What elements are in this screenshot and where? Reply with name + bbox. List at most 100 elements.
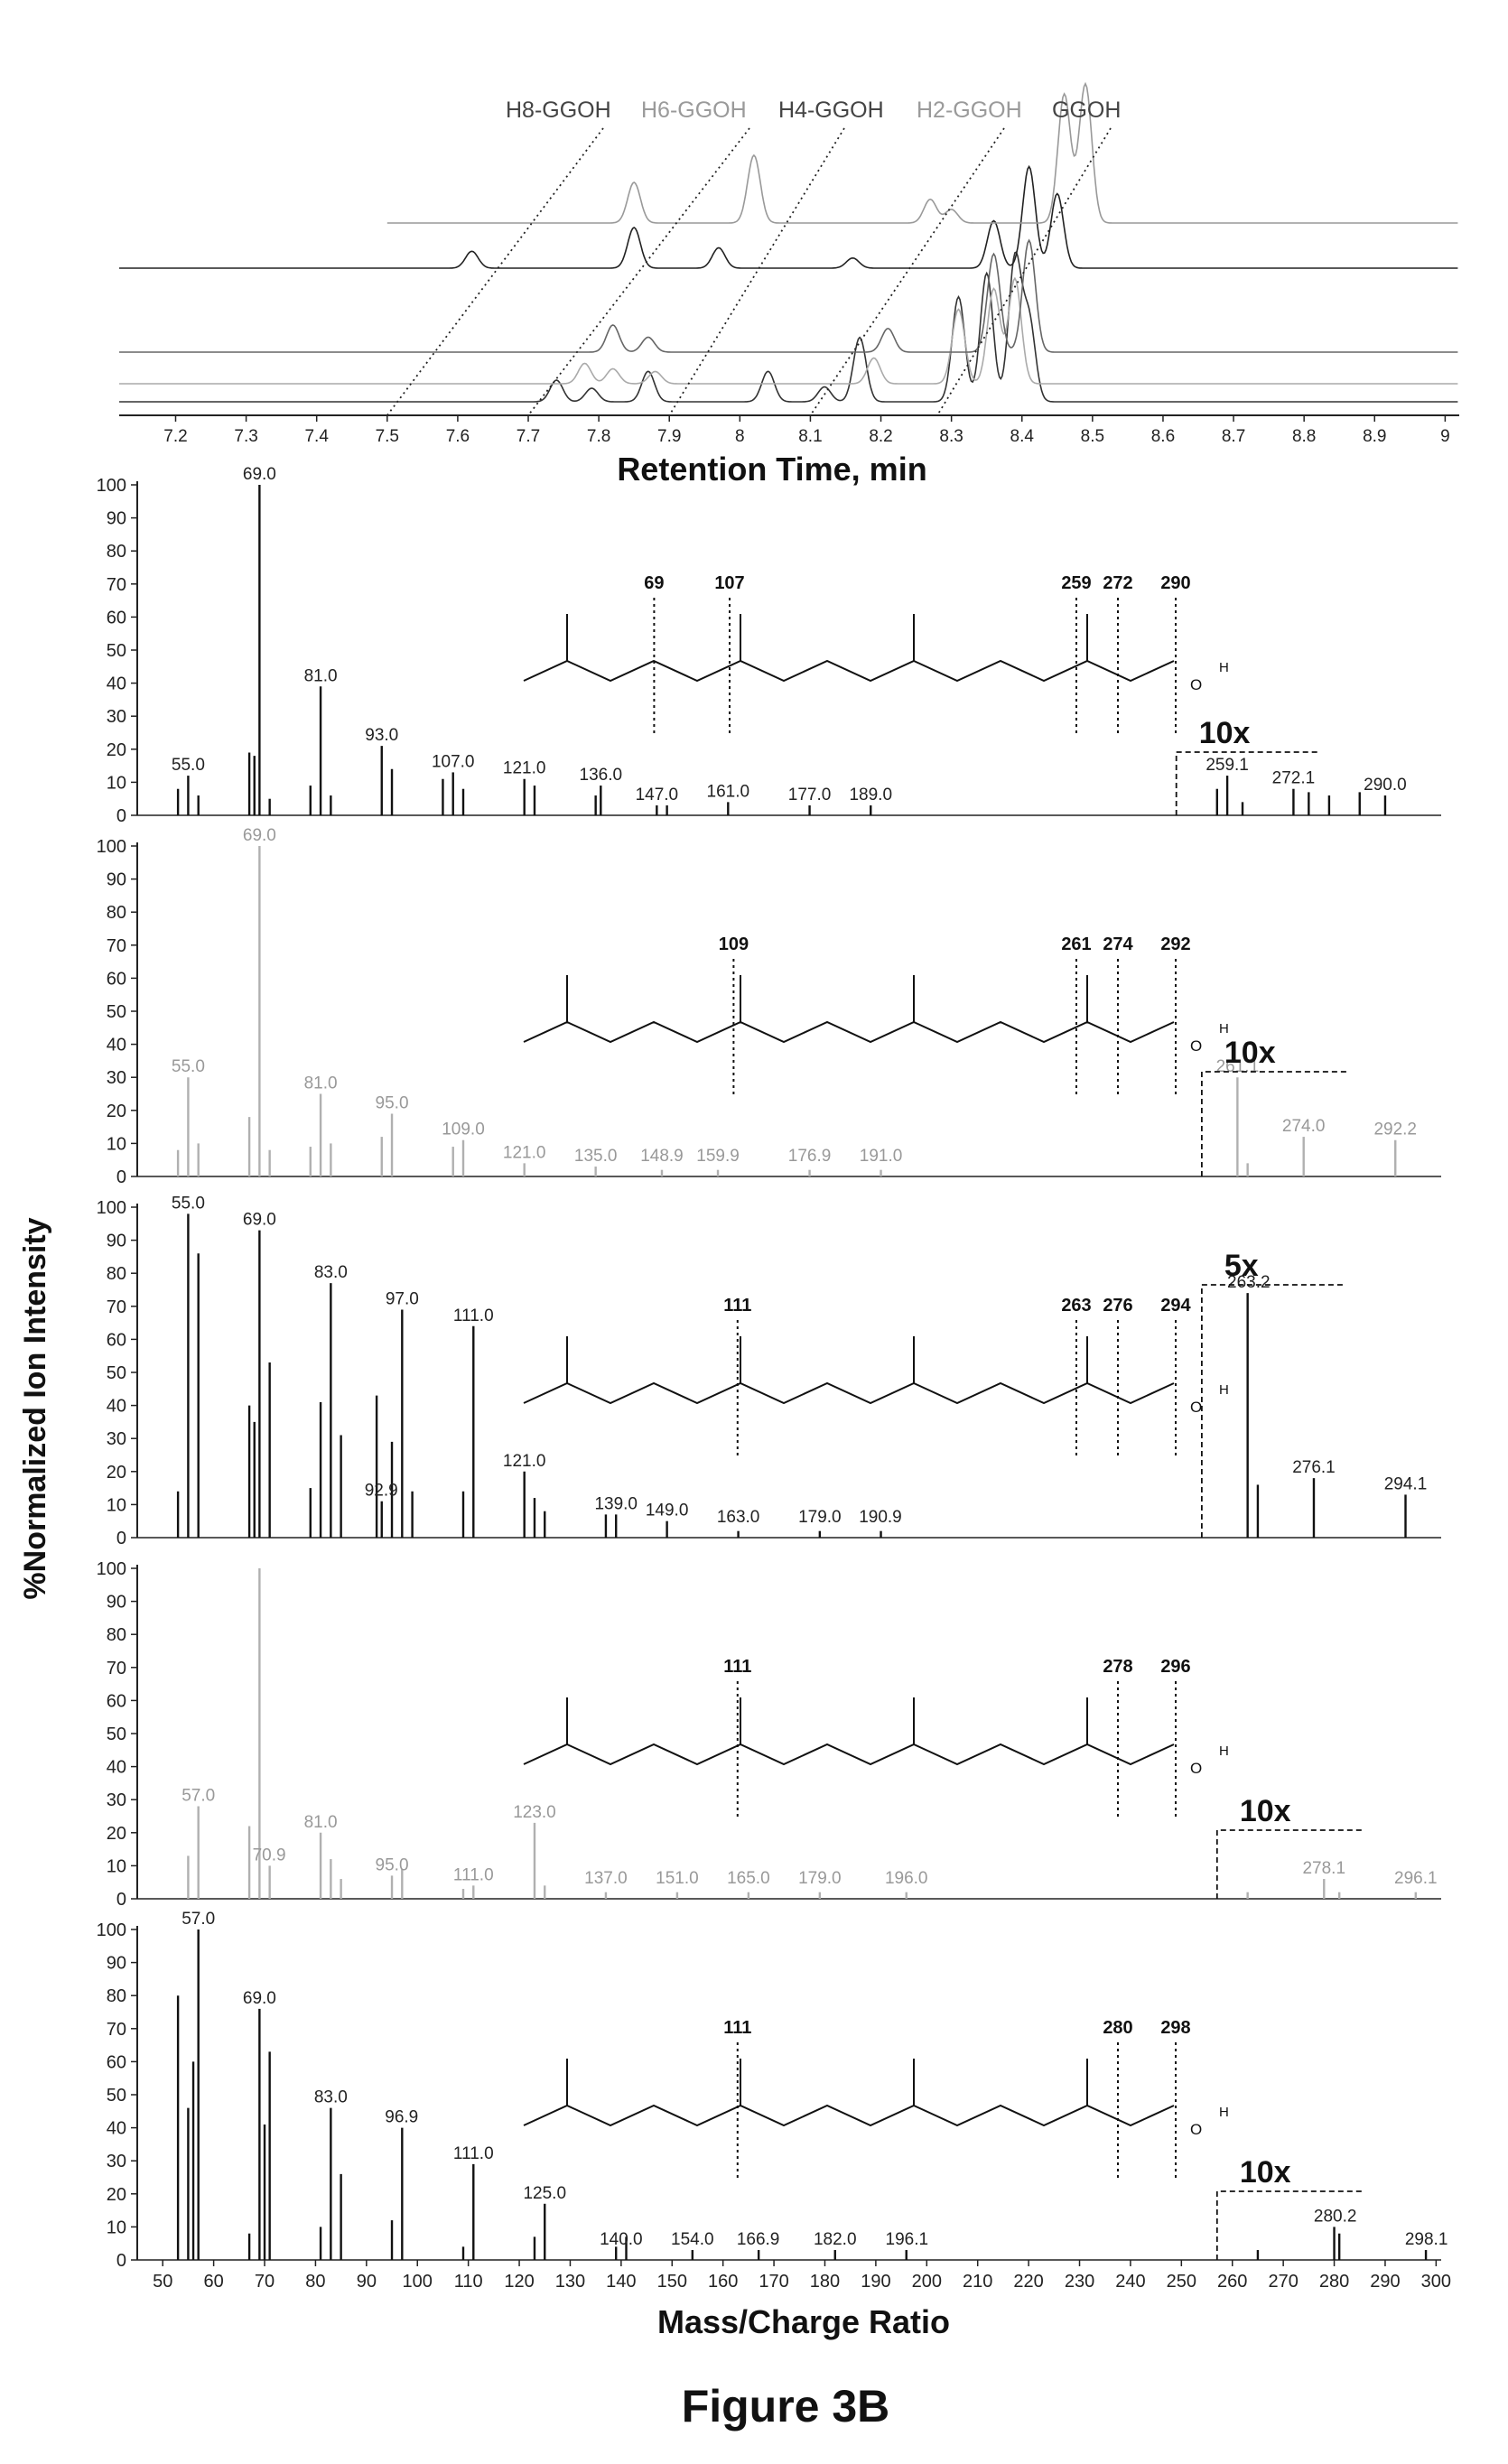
peak-label: 83.0 <box>314 1263 348 1282</box>
intensity-tick-label: 40 <box>107 1036 126 1055</box>
spectrum-panel: 0 10 20 30 40 50 60 70 80 90 100 55.0 69.0 81.0 95.0 10… <box>97 826 1441 1187</box>
intensity-tick-label: 0 <box>116 1529 126 1548</box>
intensity-tick-label: 80 <box>107 542 126 562</box>
spectrum-panel: 0 10 20 30 40 50 60 70 80 90 100 57.0 70.9 81.0 95.0 11… <box>97 1559 1441 1910</box>
cleavage-mass-label: 111 <box>723 2018 751 2038</box>
intensity-axis-label: %Normalized Ion Intensity <box>18 1217 52 1599</box>
mz-tick-label: 50 <box>153 2272 172 2292</box>
peak-label: 189.0 <box>849 786 892 804</box>
mz-tick-label: 110 <box>454 2272 483 2292</box>
peak-label: 69.0 <box>243 1211 276 1230</box>
intensity-tick-label: 20 <box>107 740 126 760</box>
mz-tick-label: 250 <box>1167 2272 1196 2292</box>
intensity-tick-label: 100 <box>97 476 126 496</box>
peak-label: 81.0 <box>304 1813 338 1832</box>
intensity-tick-label: 30 <box>107 1790 126 1810</box>
mz-tick-label: 190 <box>861 2272 890 2292</box>
spectrum-panel: 0 10 20 30 40 50 60 70 80 90 100 57.0 69.0 83.0 96.9 11… <box>97 1910 1448 2271</box>
retention-tick-label: 8.5 <box>1081 427 1104 446</box>
mz-tick-label: 230 <box>1065 2272 1094 2292</box>
retention-tick-label: 8.4 <box>1010 427 1035 446</box>
chromatogram-trace <box>119 164 1458 269</box>
intensity-tick-label: 20 <box>107 1824 126 1844</box>
retention-tick-label: 8.6 <box>1151 427 1175 446</box>
mz-axis-label: Mass/Charge Ratio <box>657 2303 950 2340</box>
mz-tick-label: 90 <box>357 2272 377 2292</box>
peak-label: 280.2 <box>1314 2207 1357 2226</box>
hydrogen-atom: H <box>1219 2105 1229 2120</box>
carbon-chain <box>523 2104 1175 2127</box>
oxygen-atom: O <box>1190 676 1202 693</box>
intensity-tick-label: 90 <box>107 1232 126 1251</box>
intensity-tick-label: 100 <box>97 837 126 857</box>
peak-label: 69.0 <box>243 826 276 845</box>
intensity-tick-label: 80 <box>107 1986 126 2006</box>
cleavage-mass-label: 111 <box>723 1657 751 1677</box>
mz-tick-label: 150 <box>657 2272 687 2292</box>
peak-label: 196.0 <box>885 1869 928 1888</box>
compound-guide-line <box>527 127 750 416</box>
peak-label: 154.0 <box>671 2230 714 2249</box>
intensity-tick-label: 10 <box>107 2218 126 2237</box>
scale-bracket <box>1200 1071 1346 1176</box>
chromatogram-trace <box>119 238 1458 353</box>
peak-label: 161.0 <box>707 782 750 801</box>
retention-tick-label: 7.7 <box>517 427 540 446</box>
intensity-tick-label: 70 <box>107 575 126 595</box>
cleavage-mass-label: 292 <box>1160 934 1190 954</box>
intensity-tick-label: 100 <box>97 1559 126 1579</box>
molecule-structure: O H 69 107 259 272 290 <box>523 573 1229 733</box>
intensity-tick-label: 60 <box>107 1330 126 1350</box>
mz-tick-label: 290 <box>1370 2272 1400 2292</box>
mz-tick-label: 220 <box>1013 2272 1043 2292</box>
peak-label: 263.2 <box>1227 1273 1271 1292</box>
intensity-tick-label: 70 <box>107 1297 126 1317</box>
mz-tick-label: 270 <box>1268 2272 1298 2292</box>
cleavage-mass-label: 294 <box>1160 1296 1191 1316</box>
oxygen-atom: O <box>1190 1760 1202 1777</box>
peak-label: 121.0 <box>503 1143 546 1162</box>
retention-tick-label: 8.9 <box>1363 427 1386 446</box>
molecule-structure: O H 111 280 298 <box>523 2018 1229 2178</box>
cleavage-mass-label: 69 <box>644 573 664 593</box>
compound-label: H2-GGOH <box>917 98 1022 123</box>
intensity-tick-label: 90 <box>107 509 126 529</box>
intensity-tick-label: 60 <box>107 608 126 628</box>
spectrum-panel: 0 10 20 30 40 50 60 70 80 90 100 55.0 69.0 81.0 93.0 10… <box>97 465 1441 826</box>
peak-label: 95.0 <box>376 1855 409 1874</box>
retention-tick-label: 8.3 <box>939 427 963 446</box>
scale-bracket <box>1215 2190 1362 2260</box>
compound-label: H4-GGOH <box>778 98 884 123</box>
peak-label: 96.9 <box>385 2108 418 2127</box>
peak-label: 93.0 <box>365 726 398 745</box>
carbon-chain <box>523 1020 1175 1044</box>
compound-guide-line <box>809 127 1005 416</box>
compound-guide-line <box>386 127 604 416</box>
compound-label: H6-GGOH <box>641 98 747 123</box>
peak-label: 179.0 <box>798 1508 842 1527</box>
compound-label: H8-GGOH <box>506 98 611 123</box>
intensity-tick-label: 10 <box>107 773 126 793</box>
cleavage-mass-label: 259 <box>1061 573 1091 593</box>
intensity-tick-label: 0 <box>116 1890 126 1910</box>
mz-tick-label: 140 <box>606 2272 636 2292</box>
mz-tick-label: 200 <box>912 2272 942 2292</box>
intensity-tick-label: 80 <box>107 903 126 923</box>
scale-bracket <box>1200 1284 1346 1538</box>
mz-tick-label: 280 <box>1319 2272 1349 2292</box>
cleavage-mass-label: 274 <box>1103 934 1133 954</box>
mz-tick-label: 60 <box>203 2272 223 2292</box>
oxygen-atom: O <box>1190 1399 1202 1416</box>
peak-label: 83.0 <box>314 2088 348 2107</box>
peak-label: 292.2 <box>1373 1120 1417 1139</box>
scale-factor: 5x <box>1224 1249 1259 1283</box>
chromatogram-trace <box>119 251 1458 403</box>
peak-label: 69.0 <box>243 465 276 484</box>
retention-tick-label: 7.5 <box>376 427 399 446</box>
intensity-tick-label: 90 <box>107 870 126 890</box>
peak-label: 159.9 <box>696 1147 740 1166</box>
intensity-tick-label: 90 <box>107 1593 126 1613</box>
cleavage-mass-label: 107 <box>714 573 744 593</box>
peak-label: 294.1 <box>1384 1474 1428 1493</box>
peak-label: 121.0 <box>503 1452 546 1471</box>
